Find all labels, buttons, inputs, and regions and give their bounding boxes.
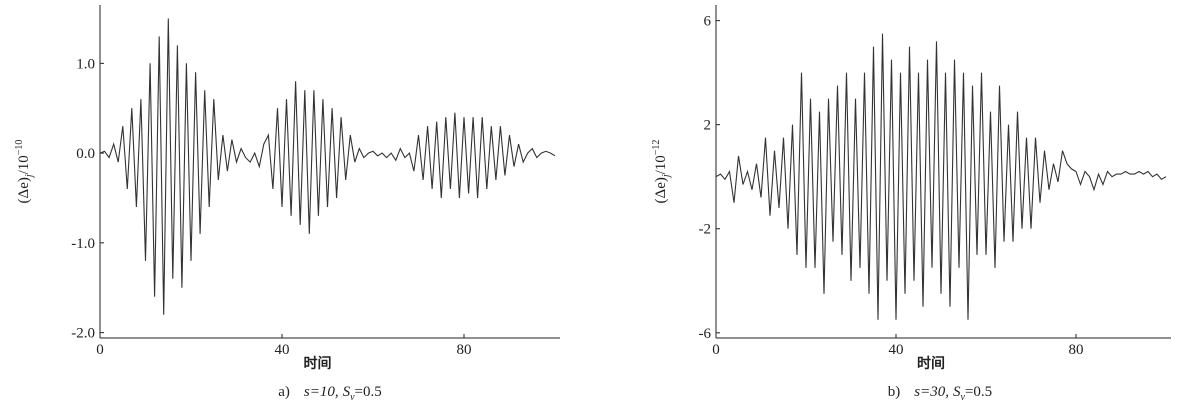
- x-tick-label: 40: [889, 342, 904, 358]
- x-tick-label: 0: [96, 342, 104, 358]
- caption-param2-sub: v: [350, 392, 355, 403]
- y-tick-label: 0.0: [76, 146, 95, 162]
- y-label-main: (Δe): [16, 177, 32, 203]
- x-tick-label: 40: [275, 342, 290, 358]
- caption-param2-value: =0.5: [355, 384, 382, 400]
- y-label-base: /10: [653, 155, 669, 174]
- x-tick-label: 80: [457, 342, 472, 358]
- caption: b) s=30, Sv=0.5: [888, 384, 992, 403]
- caption-param1: s=30,: [914, 384, 949, 400]
- caption-label: b): [888, 384, 901, 400]
- caption: a) s=10, Sv=0.5: [278, 384, 382, 403]
- y-label-sup: −12: [651, 140, 662, 156]
- x-tick-label: 80: [1069, 342, 1084, 358]
- data-line: [715, 33, 1167, 320]
- y-label-main: (Δe): [653, 177, 669, 203]
- data-line: [99, 18, 556, 315]
- y-label-sup: −10: [14, 140, 25, 156]
- caption-param1: s=10,: [304, 384, 339, 400]
- y-tick-label: -1.0: [71, 236, 95, 252]
- y-axis-label: (Δe)j/10−10: [14, 140, 35, 204]
- y-tick-label: 1.0: [76, 56, 95, 72]
- y-tick-label: 6: [704, 14, 712, 30]
- y-tick-label: -2.0: [71, 326, 95, 342]
- caption-label: a): [278, 384, 290, 400]
- caption-param2-value: =0.5: [965, 384, 992, 400]
- x-tick-label: 0: [712, 342, 720, 358]
- y-tick-label: -2: [699, 222, 712, 238]
- y-tick-label: -6: [699, 326, 712, 342]
- caption-param2: S: [343, 384, 351, 400]
- y-label-sub: j: [24, 174, 35, 179]
- x-axis-label: 时间: [304, 355, 332, 372]
- y-label-sub: j: [661, 174, 672, 179]
- y-label-base: /10: [16, 155, 32, 174]
- caption-param2-sub: v: [961, 392, 966, 403]
- x-axis-label: 时间: [917, 355, 945, 372]
- y-axis-label: (Δe)j/10−12: [651, 140, 672, 204]
- y-tick-label: 2: [704, 118, 712, 134]
- caption-param2: S: [953, 384, 961, 400]
